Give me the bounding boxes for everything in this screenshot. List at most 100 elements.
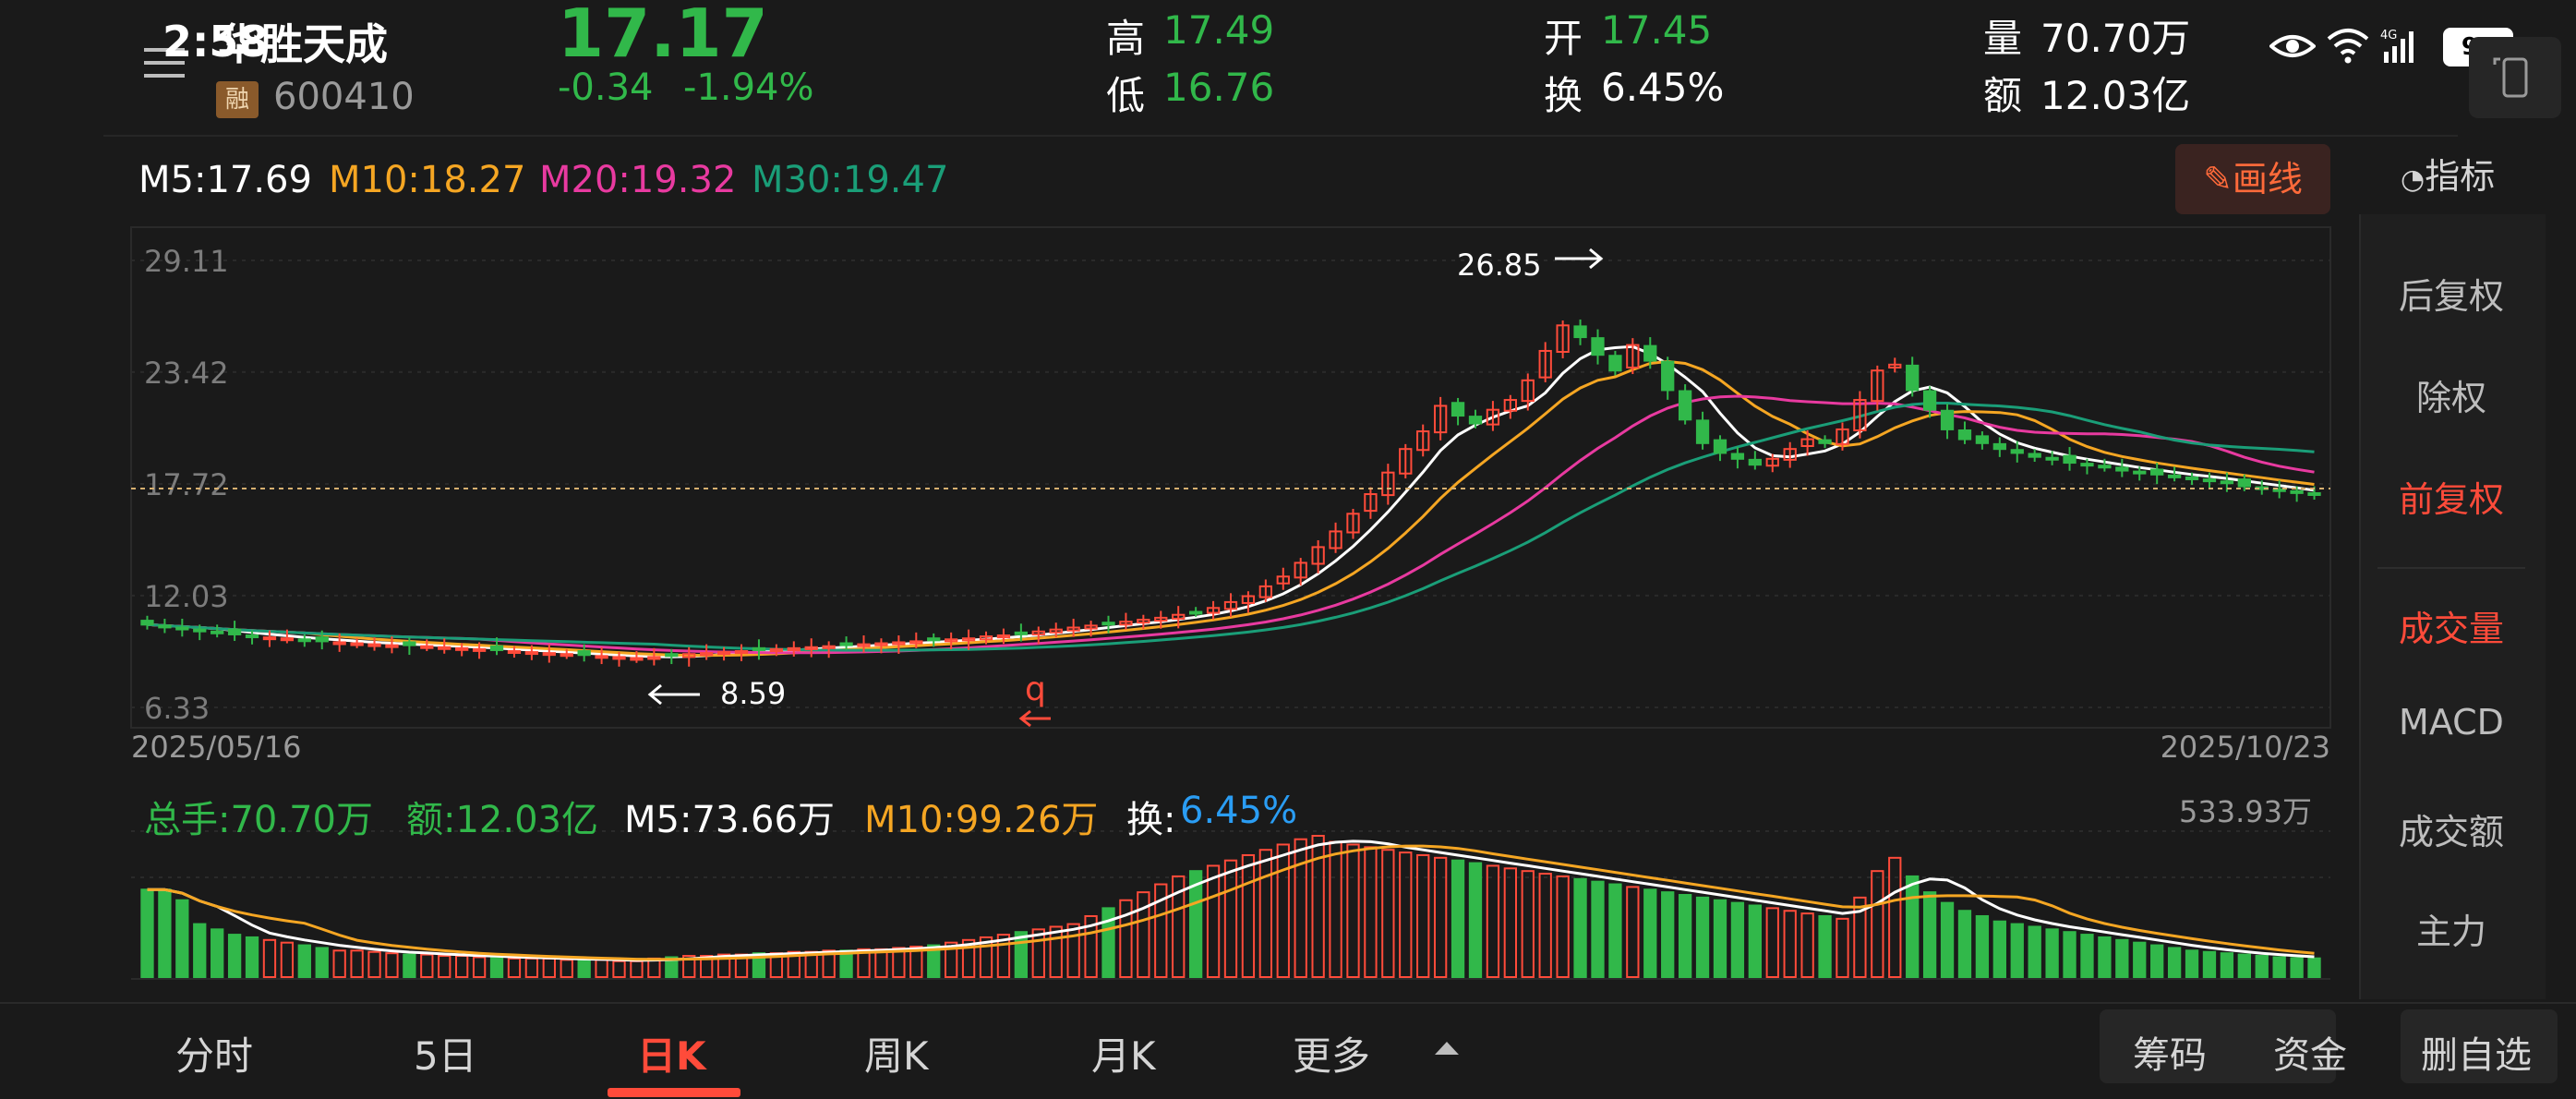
candle-body — [560, 653, 573, 658]
candle-body — [1399, 448, 1413, 475]
candle-body — [979, 635, 993, 641]
volume-bar — [1922, 891, 1937, 978]
candle-body — [1573, 325, 1587, 339]
volume-bar — [2202, 950, 2217, 979]
volume-bar — [1258, 849, 1273, 978]
candle-body — [1940, 409, 1955, 430]
volume-bar — [2045, 928, 2059, 978]
volume-bar — [2080, 934, 2094, 978]
volume-bar — [961, 938, 976, 978]
volume-bar — [1311, 835, 1325, 978]
candle-body — [1119, 621, 1133, 626]
caret-up-icon[interactable] — [1433, 1038, 1461, 1060]
volume-bar — [1364, 846, 1378, 978]
tab-monthly-k[interactable]: 月K — [1091, 1033, 1156, 1079]
candle-body — [524, 651, 539, 656]
candle-body — [1172, 613, 1186, 620]
volume-bar — [1853, 896, 1867, 978]
volume-bar — [752, 952, 766, 979]
candle-body — [1084, 624, 1098, 630]
tab-weekly-k[interactable]: 周K — [864, 1033, 929, 1079]
volume-bar — [211, 928, 224, 978]
tab-daily-k[interactable]: 日K — [637, 1033, 706, 1079]
candle-body — [2307, 491, 2321, 496]
menu-icon[interactable] — [140, 37, 192, 89]
side-item-turnover-amount[interactable]: 成交额 — [2398, 812, 2504, 852]
volume-bar — [2307, 957, 2321, 978]
candle-body — [1800, 438, 1814, 447]
side-item-post-adjust[interactable]: 后复权 — [2398, 276, 2504, 317]
side-item-main-force[interactable]: 主力 — [2415, 912, 2486, 952]
candle-body — [158, 624, 172, 629]
volume-bar — [1626, 886, 1640, 978]
candle-body — [315, 636, 329, 643]
volume-bar — [1836, 917, 1849, 978]
volume-bar — [2255, 955, 2269, 978]
side-item-pre-adjust[interactable]: 前复权 — [2398, 479, 2504, 520]
volume-bar — [1137, 891, 1150, 978]
tab-5day[interactable]: 5日 — [414, 1033, 477, 1079]
candle-body — [734, 650, 749, 655]
candle-body — [2150, 468, 2164, 476]
volume-bar — [297, 944, 311, 978]
candle-body — [1014, 631, 1029, 635]
tab-intraday[interactable]: 分时 — [175, 1033, 254, 1079]
stock-code: 600410 — [273, 76, 415, 118]
draw-line-button[interactable]: ✎画线 — [2175, 144, 2330, 214]
candle-body — [1486, 408, 1500, 426]
candle-body — [892, 641, 906, 646]
volume-bar — [2063, 931, 2076, 978]
indicator-button[interactable]: ◔指标 — [2401, 156, 2496, 197]
volume-bar — [1172, 875, 1186, 978]
candle-body — [716, 651, 731, 656]
tab-more[interactable]: 更多 — [1293, 1033, 1371, 1079]
candle-body — [647, 656, 661, 660]
high-value: 17.49 — [1163, 7, 1275, 53]
candle-body — [1608, 355, 1622, 372]
side-item-volume[interactable]: 成交量 — [2398, 609, 2504, 649]
chips-button[interactable]: 筹码 — [2133, 1034, 2207, 1077]
candle-body — [1416, 430, 1430, 452]
current-price: 17.17 — [558, 0, 768, 72]
candle-body — [874, 642, 888, 646]
candle-body — [1853, 399, 1867, 431]
candle-body — [1031, 630, 1045, 635]
candle-body — [700, 652, 714, 657]
volume-bar — [1154, 883, 1168, 978]
header-divider — [103, 135, 2458, 137]
candle-body — [1591, 337, 1605, 356]
volume-bar — [1573, 877, 1587, 978]
ma30-line — [147, 402, 2315, 652]
remove-watchlist-button[interactable]: 删自选 — [2421, 1034, 2532, 1077]
volume-bar — [1538, 873, 1552, 978]
candle-body — [350, 642, 364, 646]
volume-bar — [822, 949, 836, 978]
candle-body — [1049, 628, 1063, 634]
volume-bar — [1119, 899, 1133, 978]
volume-bar — [1975, 914, 1990, 978]
volume-bar — [1346, 843, 1360, 978]
candle-body — [665, 653, 679, 658]
funds-button[interactable]: 资金 — [2273, 1034, 2347, 1077]
candle-body — [297, 638, 311, 643]
volume-m10: M10:99.26万 — [864, 799, 1099, 841]
volume-bar — [1818, 914, 1832, 978]
kline-chart[interactable]: 29.11 23.42 17.72 12.03 6.33 26.85 8.59 q 20… — [0, 222, 2345, 1007]
stock-name: 华胜天成 — [218, 19, 388, 69]
side-item-ex-rights[interactable]: 除权 — [2415, 378, 2486, 418]
volume-bar — [367, 950, 381, 979]
candle-body — [1538, 349, 1552, 379]
candle-body — [996, 634, 1011, 639]
candle-body — [909, 640, 923, 645]
price-axis: 29.11 23.42 17.72 12.03 6.33 — [144, 244, 229, 726]
side-item-macd[interactable]: MACD — [2399, 702, 2504, 743]
candle-body — [227, 628, 242, 635]
volume-bar — [2290, 957, 2304, 978]
candle-body — [595, 655, 608, 659]
volume-bar — [2098, 936, 2112, 978]
fullscreen-toggle-icon[interactable] — [2469, 37, 2561, 118]
candle-body — [577, 650, 591, 657]
remove-watchlist-box — [2401, 1009, 2558, 1083]
candle-body — [2237, 478, 2251, 488]
candle-body — [1503, 399, 1517, 412]
